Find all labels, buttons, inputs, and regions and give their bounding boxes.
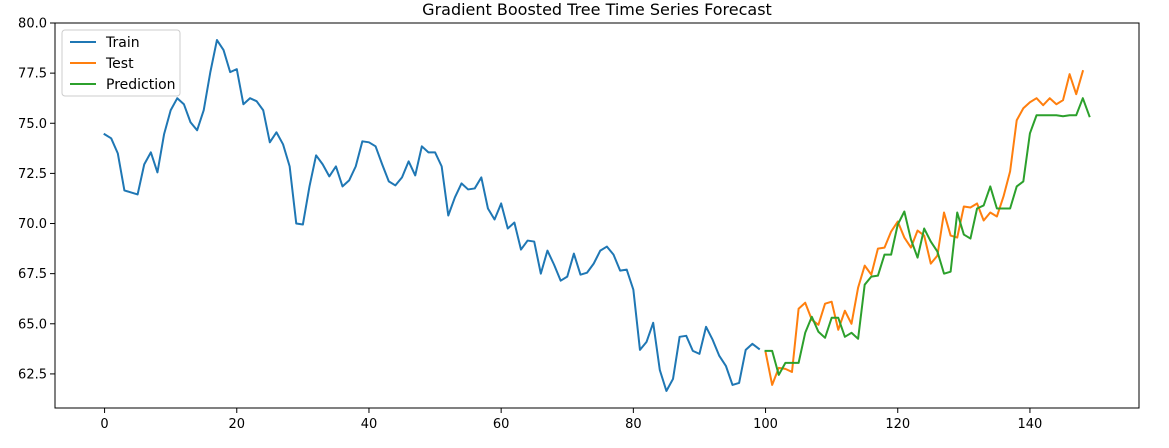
legend: Train Test Prediction (61, 29, 181, 97)
y-tick-label: 70.0 (18, 217, 47, 232)
legend-label-prediction: Prediction (106, 77, 176, 93)
legend-label-train: Train (105, 35, 140, 51)
y-tick-label: 77.5 (18, 67, 47, 82)
x-tick-label: 20 (228, 417, 245, 432)
y-tick-label: 62.5 (18, 367, 47, 382)
x-tick-label: 80 (625, 417, 642, 432)
plot-frame (54, 22, 1140, 409)
legend-box (61, 29, 181, 97)
chart-title: Gradient Boosted Tree Time Series Foreca… (422, 0, 772, 19)
x-tick-label: 40 (361, 417, 378, 432)
series-line-prediction (764, 97, 1091, 376)
y-tick-label: 72.5 (18, 167, 47, 182)
x-tick-label: 0 (100, 417, 108, 432)
axes: 0 20 40 60 80 100 120 140 62.5 65.0 67.5 70.0 72.5 75… (18, 17, 1140, 432)
x-tick-label: 120 (885, 417, 910, 432)
y-tick-label: 80.0 (18, 17, 47, 32)
y-tick-label: 65.0 (18, 317, 47, 332)
legend-label-test: Test (105, 56, 134, 72)
x-tick-label: 60 (493, 417, 510, 432)
series-layer (103, 39, 1091, 392)
series-line-test (764, 69, 1085, 386)
y-tick-label: 67.5 (18, 267, 47, 282)
x-tick-label: 140 (1018, 417, 1043, 432)
y-tick-label: 75.0 (18, 117, 47, 132)
series-line-train (103, 39, 761, 392)
x-tick-label: 100 (753, 417, 778, 432)
